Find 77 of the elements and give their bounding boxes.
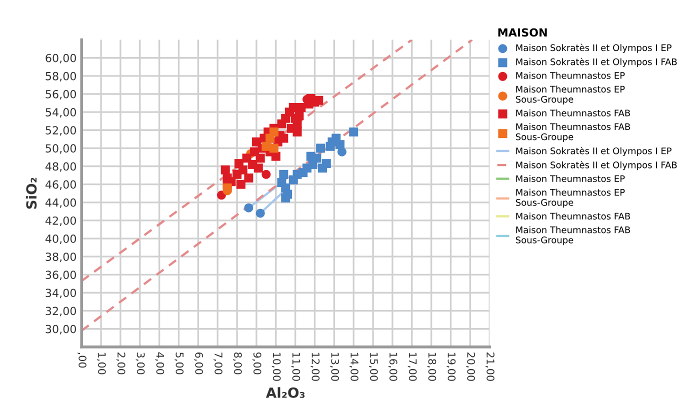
x-tick-label: 17,00 [408, 352, 417, 381]
point [349, 127, 358, 136]
y-tick-label: 44,00 [45, 198, 76, 208]
y-tick-label: 54,00 [46, 108, 76, 118]
x-tick-label: 20,00 [466, 352, 476, 381]
x-tick-label: 19,00 [446, 352, 456, 381]
legend-label: Maison Theumnastos FAB Sous-Groupe [516, 226, 630, 246]
y-tick-label: 38,00 [46, 252, 76, 262]
point [281, 193, 290, 202]
point [288, 175, 298, 184]
y-tick-label: 60,00 [46, 54, 76, 64]
legend-label: Maison Theumnastos EP [516, 72, 625, 79]
point [256, 208, 265, 218]
legend-label: Maison Theumnastos FAB [516, 212, 630, 220]
legend-label: Maison Sokratès II et Olympos I FAB [516, 160, 677, 170]
point [262, 142, 271, 151]
x-axis-title: Al₂O₃ [266, 387, 305, 398]
y-tick-label: 30,00 [46, 324, 76, 334]
point [244, 174, 254, 183]
x-tick-label: 18,00 [427, 352, 436, 381]
point [236, 180, 246, 189]
legend-label: Maison Theumnastos EP Sous-Groupe [516, 86, 625, 104]
y-tick-label: 56,00 [46, 90, 76, 100]
point [262, 170, 271, 179]
point [318, 164, 328, 173]
x-tick-label: 21,00 [486, 352, 494, 381]
point [269, 127, 278, 136]
x-tick-label: 5,00 [174, 352, 184, 374]
legend-label: Maison Sokratès II et Olympos I EP [516, 146, 672, 156]
point [296, 103, 306, 112]
x-tick-label: 15,00 [368, 352, 378, 381]
legend-label: Maison Theumnastos EP [516, 175, 625, 182]
y-tick-label: 36,00 [46, 270, 76, 280]
x-tick-label: 11,00 [291, 352, 300, 381]
y-tick-label: 46,00 [45, 180, 76, 190]
point [271, 152, 280, 161]
legend-label: Maison Theumnastos EP Sous-Groupe [516, 188, 625, 208]
x-tick-label: 10,00 [272, 352, 281, 381]
legend-label: Maison Sokratès II et Olympos I EP [516, 44, 672, 53]
y-tick-label: 40,00 [45, 234, 76, 244]
x-tick-label: 2,00 [116, 352, 126, 374]
y-tick-label: 34,00 [46, 288, 76, 298]
y-tick-label: 58,00 [46, 72, 76, 82]
point [314, 96, 324, 105]
y-tick-label: 50,00 [46, 144, 76, 154]
x-tick-label: 13,00 [330, 352, 340, 381]
point [292, 119, 302, 128]
x-tick-label: 12,00 [310, 352, 320, 381]
point [316, 144, 326, 153]
point [336, 140, 344, 150]
point [222, 183, 232, 192]
x-tick-label: 6,00 [194, 352, 204, 374]
legend-label: Maison Sokratès II et Olympos I FAB [516, 58, 677, 67]
point [254, 164, 263, 173]
point [244, 203, 254, 212]
point [269, 144, 278, 153]
point [238, 165, 248, 174]
y-tick-label: 42,00 [45, 216, 76, 226]
x-tick-label: 16,00 [388, 352, 398, 381]
x-tick-label: ,00 [78, 352, 86, 368]
point [220, 165, 230, 174]
y-axis-title: SiO₂ [26, 178, 37, 209]
x-tick-label: 3,00 [136, 352, 145, 374]
point [256, 154, 265, 163]
legend-title: MAISON [498, 28, 547, 37]
x-tick-label: 7,00 [214, 352, 222, 374]
x-tick-label: 9,00 [252, 352, 262, 374]
x-tick-label: 1,00 [96, 352, 106, 374]
legend-label: Maison Theumnastos FAB Sous-Groupe [516, 123, 630, 142]
point [279, 170, 288, 179]
x-tick-label: 4,00 [155, 352, 164, 374]
legend-label: Maison Theumnastos FAB [516, 109, 630, 116]
x-tick-label: 14,00 [350, 352, 358, 381]
x-tick-label: 8,00 [232, 352, 242, 374]
y-tick-label: 48,00 [45, 162, 76, 172]
y-tick-label: 32,00 [46, 306, 76, 316]
y-tick-label: 52,00 [46, 126, 76, 136]
